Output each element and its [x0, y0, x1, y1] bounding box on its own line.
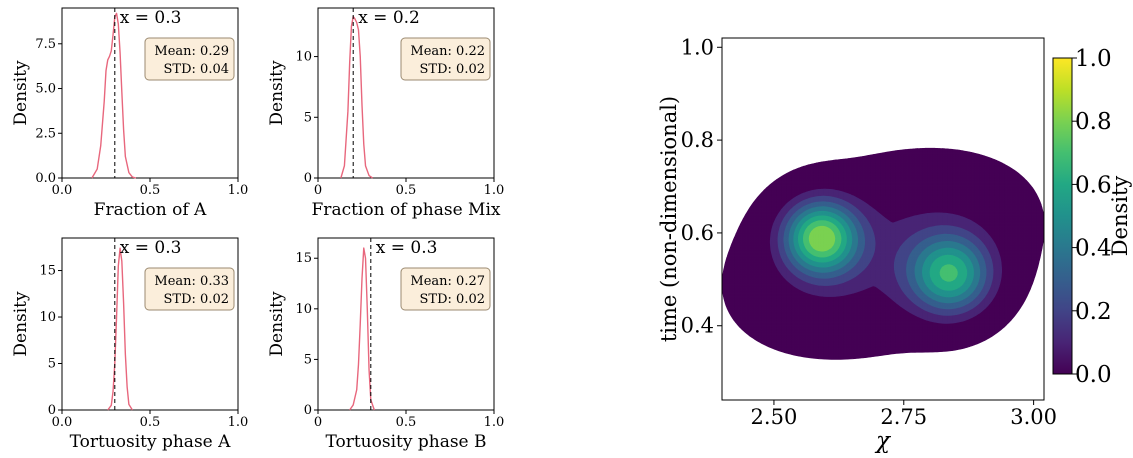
- x-tick-label: 0.0: [52, 183, 73, 198]
- x-axis-label: χ: [874, 428, 892, 453]
- stats-box: [400, 267, 491, 311]
- y-tick-label: 0.0: [35, 171, 56, 186]
- y-tick-label: 1.0: [681, 35, 714, 59]
- plot-frame: [61, 7, 239, 179]
- x-tick-label: 1.0: [228, 183, 249, 198]
- y-tick-label: 0: [304, 171, 312, 186]
- y-tick-label: 5: [48, 357, 56, 372]
- x-tick-label: 0.5: [396, 183, 417, 198]
- y-tick-label: 7.5: [35, 37, 56, 52]
- x-tick-label: 0.5: [140, 415, 161, 430]
- x-tick-label: 3.00: [1010, 405, 1057, 429]
- colorbar-tick-label: 0.4: [1075, 236, 1112, 262]
- y-tick-label: 15: [39, 264, 56, 279]
- stats-std: STD: 0.02: [164, 292, 229, 307]
- y-tick-label: 10: [39, 310, 56, 325]
- reference-line-label: x = 0.3: [120, 8, 182, 28]
- y-tick-label: 15: [295, 251, 312, 266]
- colorbar-tick-label: 1.0: [1075, 46, 1112, 72]
- colorbar-scale: [1052, 57, 1073, 375]
- panel-tortuosity-a: 0.0 0.5 1.0 0 5 10 15 Tortuosity phase A Density…: [11, 237, 249, 452]
- stats-mean: Mean: 0.27: [410, 274, 485, 289]
- y-tick-label: 10: [295, 302, 312, 317]
- colorbar-tick-label: 0.0: [1075, 362, 1112, 388]
- stats-box: [144, 267, 235, 311]
- y-tick-label: 0.4: [681, 314, 714, 338]
- x-tick-label: 0.0: [52, 415, 73, 430]
- colorbar-tick-label: 0.8: [1075, 109, 1112, 135]
- stats-mean: Mean: 0.29: [154, 44, 229, 59]
- contour-level: [808, 225, 836, 252]
- plot-frame: [61, 237, 239, 411]
- y-tick-label: 10: [295, 50, 312, 65]
- density-curve: [91, 12, 137, 179]
- reference-line-label: x = 0.3: [376, 238, 438, 258]
- x-tick-label: 0.5: [396, 415, 417, 430]
- panel-tortuosity-b: 0 0.5 1.0 0 5 10 15 Tortuosity phase B Density x …: [267, 237, 505, 452]
- x-axis-label: Fraction of A: [94, 200, 207, 220]
- x-tick-label: 0.5: [140, 183, 161, 198]
- colorbar-label: Density: [1108, 176, 1132, 257]
- y-tick-label: 5.0: [35, 82, 56, 97]
- panel-fraction-a: 0.0 0.5 1.0 0.0 2.5 5.0 7.5 Fraction of A Densit…: [11, 7, 249, 220]
- density-curve: [340, 15, 373, 179]
- stats-std: STD: 0.02: [420, 62, 485, 77]
- y-tick-label: 0: [48, 403, 56, 418]
- plot-frame: [317, 7, 495, 179]
- y-tick-label: 5: [304, 110, 312, 125]
- x-tick-label: 2.75: [880, 405, 927, 429]
- x-axis-label: Tortuosity phase A: [70, 432, 232, 452]
- stats-box: [144, 37, 235, 81]
- x-tick-label: 0: [314, 415, 322, 430]
- y-tick-label: 5: [304, 352, 312, 367]
- y-axis-label: Density: [11, 60, 31, 126]
- density-curve: [349, 247, 375, 411]
- colorbar-tick-label: 0.2: [1075, 299, 1112, 325]
- stats-std: STD: 0.04: [164, 62, 229, 77]
- kde-contours: [722, 147, 1044, 360]
- x-tick-label: 1.0: [484, 183, 505, 198]
- y-tick-label: 0: [304, 403, 312, 418]
- panel-fraction-mix: 0 0.5 1.0 0 5 10 Fraction of phase Mix Density x…: [267, 7, 505, 220]
- density-curve: [107, 247, 133, 411]
- y-tick-label: 2.5: [35, 126, 56, 141]
- stats-mean: Mean: 0.22: [410, 44, 485, 59]
- x-axis-label: Fraction of phase Mix: [312, 200, 501, 220]
- reference-line-label: x = 0.2: [358, 8, 420, 28]
- reference-line-label: x = 0.3: [120, 238, 182, 258]
- stats-box: [400, 37, 491, 81]
- panel-kde: 2.50 2.75 3.00 0.4 0.6 0.8 1.0 χ time (non-dimen…: [657, 35, 1057, 454]
- x-tick-label: 1.0: [484, 415, 505, 430]
- plot-frame: [721, 37, 1045, 401]
- y-tick-label: 0.8: [681, 128, 714, 152]
- y-axis-label: Density: [11, 291, 31, 357]
- y-axis-label: Density: [267, 291, 287, 357]
- stats-mean: Mean: 0.33: [154, 274, 229, 289]
- stats-std: STD: 0.02: [420, 292, 485, 307]
- x-tick-label: 2.50: [751, 405, 798, 429]
- x-tick-label: 0: [314, 183, 322, 198]
- x-axis-label: Tortuosity phase B: [325, 432, 486, 452]
- colorbar-tick-label: 0.6: [1075, 172, 1112, 198]
- y-axis-label: time (non-dimensional): [657, 96, 681, 342]
- colorbar: 0.0 0.2 0.4 0.6 0.8 1.0 Density: [1052, 46, 1132, 388]
- plot-frame: [317, 237, 495, 411]
- x-tick-label: 1.0: [228, 415, 249, 430]
- y-tick-label: 0.6: [681, 221, 714, 245]
- y-axis-label: Density: [267, 60, 287, 126]
